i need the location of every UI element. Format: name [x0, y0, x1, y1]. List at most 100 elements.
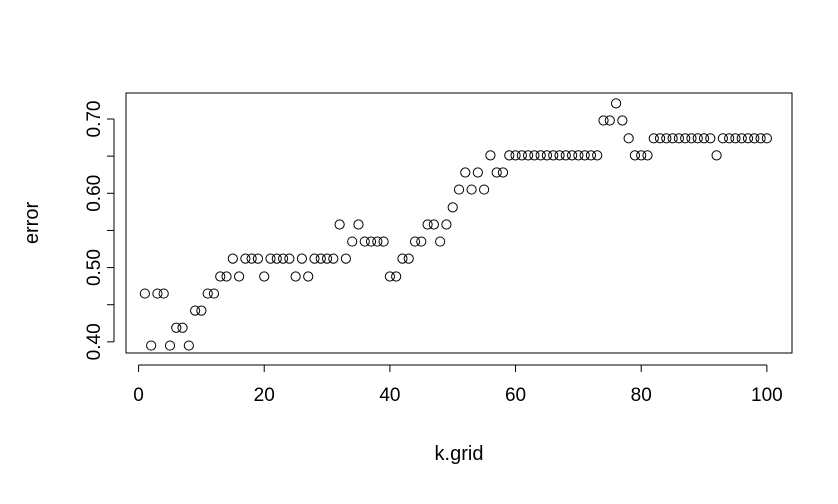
data-point — [334, 219, 345, 230]
y-tick-label: 0.40 — [84, 323, 105, 360]
data-point — [227, 253, 238, 264]
data-point — [152, 288, 163, 299]
data-point — [680, 133, 691, 144]
data-point — [277, 253, 289, 264]
data-point — [240, 253, 251, 264]
data-point — [422, 219, 433, 230]
data-point — [246, 253, 257, 264]
data-point — [648, 133, 659, 144]
data-point — [460, 167, 471, 178]
data-point — [629, 150, 641, 161]
data-point — [252, 253, 264, 264]
data-point — [372, 236, 383, 247]
data-point — [190, 305, 201, 316]
data-point — [403, 253, 414, 264]
data-points — [139, 98, 772, 351]
data-point — [479, 184, 490, 195]
y-tick-label: 0.70 — [84, 101, 105, 138]
data-point — [642, 150, 653, 161]
data-point — [535, 150, 546, 161]
x-tick-label: 80 — [631, 385, 652, 406]
data-point — [453, 184, 465, 195]
data-point — [698, 133, 710, 144]
data-point — [428, 219, 439, 230]
data-point — [359, 236, 370, 247]
data-point — [328, 253, 339, 264]
data-point — [654, 133, 666, 144]
x-tick-label: 20 — [254, 385, 275, 406]
data-point — [215, 271, 226, 282]
data-point — [730, 133, 741, 144]
data-point — [623, 133, 634, 144]
data-point — [391, 271, 402, 282]
data-point — [504, 150, 515, 161]
y-tick-label: 0.50 — [84, 249, 105, 286]
data-point — [472, 167, 483, 178]
x-axis-label: k.grid — [435, 443, 484, 465]
data-point — [303, 271, 314, 282]
data-point — [736, 133, 747, 144]
data-point — [598, 115, 609, 126]
data-point — [497, 167, 509, 178]
data-point — [315, 253, 326, 264]
data-point — [416, 236, 427, 247]
x-tick-label: 60 — [505, 385, 526, 406]
data-point — [529, 150, 540, 161]
data-point — [585, 150, 597, 161]
data-point — [196, 305, 207, 316]
data-point — [742, 133, 754, 144]
data-point — [485, 150, 496, 161]
data-point — [705, 133, 716, 144]
data-point — [724, 133, 735, 144]
data-point — [516, 150, 527, 161]
data-point — [510, 150, 521, 161]
data-point — [202, 288, 213, 299]
x-axis: 0 20 40 60 80 100 — [133, 364, 783, 406]
data-point — [617, 115, 628, 126]
data-point — [610, 98, 622, 109]
data-point — [384, 271, 395, 282]
data-point — [397, 253, 408, 264]
data-point — [435, 236, 446, 247]
data-point — [146, 340, 157, 351]
x-tick-label: 40 — [379, 385, 400, 406]
data-point — [548, 150, 559, 161]
data-point — [321, 253, 333, 264]
data-point — [554, 150, 565, 161]
data-point — [541, 150, 553, 161]
y-axis-label: error — [21, 202, 43, 245]
data-point — [692, 133, 703, 144]
y-tick-label: 0.60 — [84, 175, 105, 212]
data-point — [365, 236, 377, 247]
plot-frame — [125, 92, 793, 354]
data-point — [158, 288, 169, 299]
data-point — [604, 115, 615, 126]
data-point — [566, 150, 578, 161]
data-point — [353, 219, 364, 230]
data-point — [441, 219, 452, 230]
data-point — [347, 236, 358, 247]
data-point — [183, 340, 194, 351]
data-point — [755, 133, 766, 144]
data-point — [208, 288, 220, 299]
data-point — [233, 271, 245, 282]
data-point — [667, 133, 678, 144]
data-point — [164, 340, 176, 351]
data-point — [749, 133, 760, 144]
data-point — [523, 150, 534, 161]
data-point — [661, 133, 672, 144]
data-point — [177, 322, 188, 333]
data-point — [560, 150, 571, 161]
x-tick-label: 100 — [751, 385, 783, 406]
data-point — [579, 150, 590, 161]
data-point — [378, 236, 389, 247]
x-tick-label: 0 — [133, 385, 144, 406]
data-point — [309, 253, 320, 264]
data-point — [139, 288, 150, 299]
data-point — [673, 133, 685, 144]
data-point — [290, 271, 301, 282]
data-point — [259, 271, 270, 282]
data-point — [171, 322, 182, 333]
data-point — [409, 236, 421, 247]
